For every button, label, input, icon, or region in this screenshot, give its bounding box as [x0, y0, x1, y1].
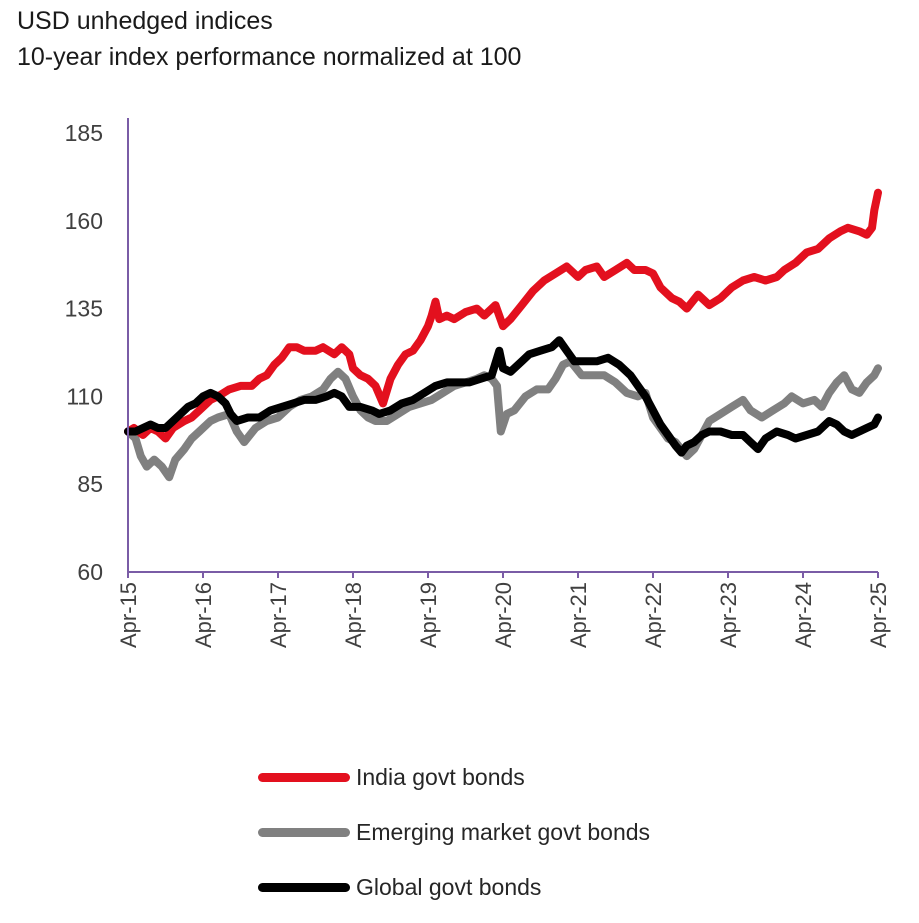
series-line-india: [124, 188, 882, 443]
x-tick-label: Apr-24: [791, 582, 816, 648]
legend-label-global: Global govt bonds: [356, 874, 542, 900]
x-tick-label: Apr-17: [266, 582, 291, 648]
x-tick-label: Apr-19: [416, 582, 441, 648]
x-tick-label: Apr-18: [341, 582, 366, 648]
y-tick-label: 185: [65, 120, 103, 146]
x-tick-label: Apr-21: [566, 582, 591, 648]
legend-swatch-global: [258, 883, 350, 892]
legend-swatch-emerging: [258, 828, 350, 837]
series-layer: [124, 188, 882, 482]
x-tick-label: Apr-20: [491, 582, 516, 648]
legend-swatch-india: [258, 773, 350, 782]
series-line-global: [124, 336, 882, 457]
x-tick-label: Apr-22: [641, 582, 666, 648]
y-tick-label: 160: [65, 208, 103, 234]
legend-label-india: India govt bonds: [356, 764, 525, 790]
legend-label-emerging: Emerging market govt bonds: [356, 819, 651, 845]
x-tick-label: Apr-23: [716, 582, 741, 648]
x-tick-labels: Apr-15 Apr-16 Apr-17 Apr-18 Apr-19 Apr-20 Apr-…: [116, 582, 891, 648]
x-tick-label: Apr-25: [866, 582, 891, 648]
chart-title: USD unhedged indices: [17, 7, 273, 35]
chart-subtitle: 10-year index performance normalized at …: [17, 43, 522, 71]
y-tick-label: 60: [77, 559, 103, 585]
x-tick-label: Apr-15: [116, 582, 141, 648]
y-tick-label: 135: [65, 296, 103, 322]
y-tick-labels: 60 85 110 135 160 185: [65, 120, 103, 585]
series-line-emerging: [124, 357, 882, 482]
y-tick-label: 110: [66, 383, 103, 409]
x-tick-marks: [127, 572, 879, 578]
y-tick-label: 85: [77, 471, 103, 497]
x-tick-label: Apr-16: [191, 582, 216, 648]
